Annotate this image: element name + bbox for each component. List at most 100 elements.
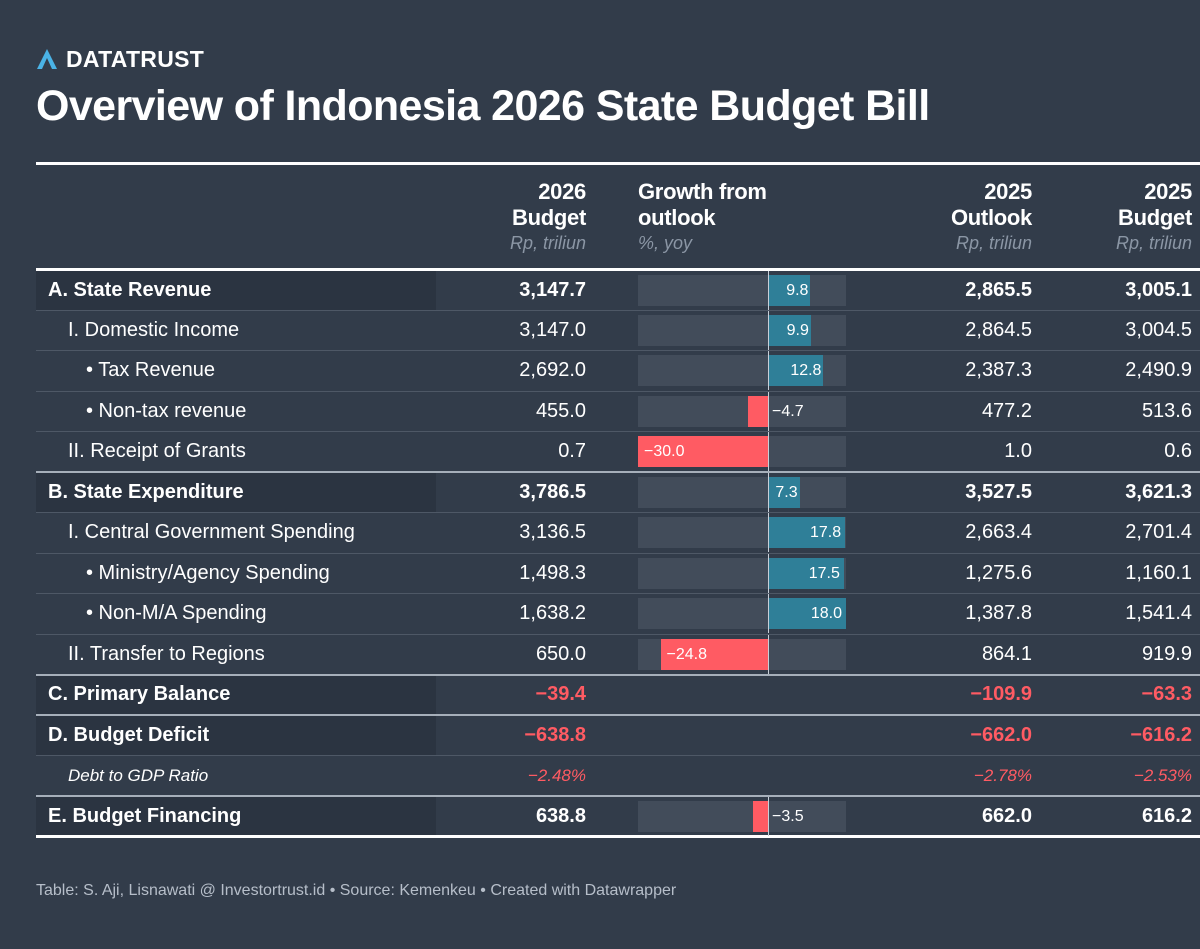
header-budget-2026: 2026 Budget Rp, triliun	[436, 163, 598, 271]
cell-budget-2025: 3,004.5	[1044, 310, 1200, 351]
row-label-text: • Non-tax revenue	[86, 399, 247, 422]
row-label-text: I. Central Government Spending	[68, 521, 355, 544]
footer-credit: Table: S. Aji, Lisnawati @ Investortrust…	[36, 882, 677, 899]
cell-outlook-2025: 864.1	[858, 634, 1044, 675]
cell-budget-2026: 3,147.0	[436, 310, 598, 351]
growth-zero-axis	[768, 270, 769, 310]
cell-budget-2026: 3,136.5	[436, 512, 598, 554]
row-label-text: I. Domestic Income	[68, 318, 240, 341]
growth-bar-label: 9.9	[786, 321, 809, 339]
cell-growth: 9.9	[638, 310, 858, 351]
cell-budget-2026: 650.0	[436, 634, 598, 675]
growth-bar-track: 9.8	[638, 270, 846, 310]
row-label: I. Central Government Spending	[36, 512, 436, 554]
cell-budget-2025: −2.53%	[1044, 755, 1200, 797]
cell-growth: 9.8	[638, 269, 858, 311]
growth-bar-label: 17.8	[810, 524, 842, 542]
growth-bar	[768, 477, 800, 508]
cell-growth: 17.8	[638, 512, 858, 554]
row-label: B. State Expenditure	[36, 471, 436, 513]
growth-bar	[768, 517, 846, 549]
table-row: • Ministry/Agency Spending 1,498.3 17.5 1,2…	[36, 553, 1200, 594]
growth-zero-axis	[768, 634, 769, 674]
row-label: I. Domestic Income	[36, 310, 436, 351]
row-label: • Non-tax revenue	[36, 391, 436, 432]
cell-budget-2026: 2,692.0	[436, 350, 598, 392]
cell-spacer	[598, 512, 638, 554]
table-row: II. Transfer to Regions 650.0 −24.8 864.1 91…	[36, 634, 1200, 675]
growth-bar-label: 17.5	[808, 564, 840, 582]
row-label-text: C. Primary Balance	[48, 683, 231, 706]
cell-spacer	[598, 431, 638, 473]
datatrust-logo-icon	[37, 49, 57, 69]
growth-zero-axis	[768, 391, 769, 431]
growth-bar	[768, 274, 811, 306]
cell-budget-2026: −638.8	[436, 714, 598, 756]
row-label-text: E. Budget Financing	[48, 804, 242, 827]
growth-zero-axis	[768, 553, 769, 593]
row-label: • Non-M/A Spending	[36, 593, 436, 635]
cell-growth	[638, 755, 858, 797]
row-label: Debt to GDP Ratio	[36, 755, 436, 797]
table-body: A. State Revenue 3,147.7 9.8 2,865.5 3,005.1…	[36, 269, 1200, 837]
cell-growth: −24.8	[638, 634, 858, 675]
cell-growth	[638, 673, 858, 716]
growth-bar-label: 12.8	[790, 362, 822, 380]
cell-spacer	[598, 714, 638, 756]
growth-bar-label: −30.0	[644, 443, 685, 460]
row-label-text: II. Transfer to Regions	[68, 642, 265, 665]
cell-growth	[638, 714, 858, 756]
row-label-text: Debt to GDP Ratio	[68, 765, 209, 785]
header-outlook-2025: 2025 Outlook Rp, triliun	[858, 163, 1044, 271]
header-growth: Growth from outlook %, yoy	[638, 163, 858, 271]
growth-bar-track: 18.0	[638, 594, 846, 634]
cell-outlook-2025: 1,275.6	[858, 553, 1044, 594]
table-row: I. Domestic Income 3,147.0 9.9 2,864.5 3,004…	[36, 310, 1200, 351]
page-title: Overview of Indonesia 2026 State Budget …	[36, 82, 930, 130]
growth-bar-track: 12.8	[638, 351, 846, 391]
cell-spacer	[598, 391, 638, 432]
growth-zero-axis	[768, 310, 769, 350]
cell-budget-2025: 3,621.3	[1044, 471, 1200, 513]
cell-budget-2026: 0.7	[436, 431, 598, 473]
table-row: I. Central Government Spending 3,136.5 17.…	[36, 512, 1200, 554]
cell-budget-2025: 0.6	[1044, 431, 1200, 473]
budget-table: 2026 Budget Rp, triliun Growth from outl…	[36, 162, 1200, 838]
cell-budget-2026: 638.8	[436, 795, 598, 837]
cell-budget-2025: 2,490.9	[1044, 350, 1200, 392]
row-label: • Tax Revenue	[36, 350, 436, 392]
row-label: II. Transfer to Regions	[36, 634, 436, 675]
cell-outlook-2025: −109.9	[858, 673, 1044, 716]
cell-growth: 7.3	[638, 471, 858, 513]
row-label-text: II. Receipt of Grants	[68, 440, 246, 462]
cell-budget-2025: −616.2	[1044, 714, 1200, 756]
growth-bar-track: 7.3	[638, 473, 846, 512]
cell-spacer	[598, 269, 638, 311]
table-row: Debt to GDP Ratio −2.48% −2.78% −2.53%	[36, 755, 1200, 797]
growth-bar	[752, 800, 768, 832]
cell-growth: 12.8	[638, 350, 858, 392]
cell-budget-2025: 1,160.1	[1044, 553, 1200, 594]
cell-outlook-2025: 3,527.5	[858, 471, 1044, 513]
row-label-text: A. State Revenue	[48, 278, 212, 301]
cell-spacer	[598, 350, 638, 392]
growth-zero-axis	[768, 513, 769, 553]
cell-spacer	[598, 310, 638, 351]
cell-outlook-2025: −662.0	[858, 714, 1044, 756]
growth-bar-label: −24.8	[666, 645, 708, 663]
table-row: II. Receipt of Grants 0.7 −30.0 1.0 0.6	[36, 431, 1200, 473]
row-label: • Ministry/Agency Spending	[36, 553, 436, 594]
cell-budget-2025: 616.2	[1044, 795, 1200, 837]
growth-zero-axis	[768, 473, 769, 512]
header-label	[36, 163, 436, 271]
cell-outlook-2025: 2,865.5	[858, 269, 1044, 311]
cell-budget-2026: −2.48%	[436, 755, 598, 797]
cell-spacer	[598, 593, 638, 635]
growth-bar-track: 9.9	[638, 310, 846, 350]
row-label-text: • Non-M/A Spending	[86, 602, 267, 625]
row-label: D. Budget Deficit	[36, 714, 436, 756]
growth-bar	[768, 314, 811, 346]
cell-outlook-2025: −2.78%	[858, 755, 1044, 797]
cell-growth: 18.0	[638, 593, 858, 635]
brand-name: DATATRUST	[66, 45, 205, 72]
